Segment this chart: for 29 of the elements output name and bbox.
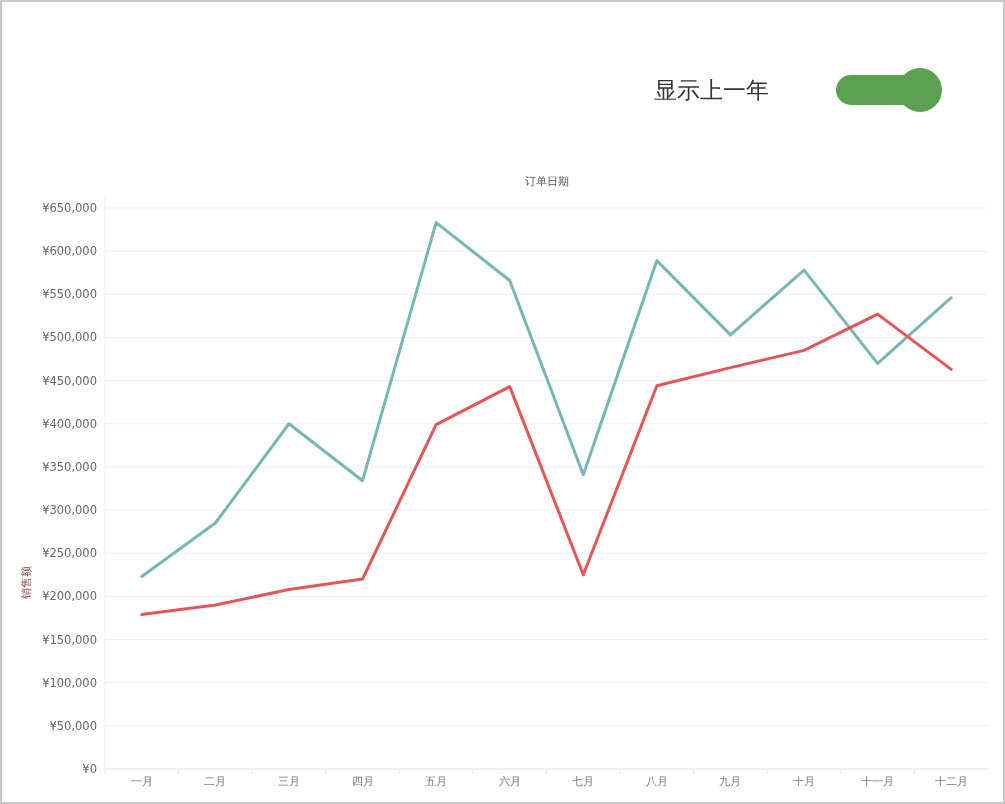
x-tick-label: 五月 [425, 774, 448, 788]
y-tick-label: ¥400,000 [42, 416, 97, 431]
x-tick-label: 三月 [277, 774, 300, 788]
y-tick-label: ¥550,000 [42, 287, 97, 302]
y-axis-title: 销售额 [20, 565, 33, 600]
x-tick-label: 二月 [204, 774, 227, 788]
x-tick-label: 十二月 [934, 774, 968, 788]
y-tick-label: ¥450,000 [42, 373, 97, 388]
y-tick-label: ¥500,000 [42, 330, 97, 345]
x-tick-label: 六月 [498, 774, 521, 788]
x-axis-title: 订单日期 [524, 175, 569, 188]
y-tick-label: ¥250,000 [42, 546, 97, 561]
y-tick-label: ¥300,000 [42, 503, 97, 518]
y-tick-label: ¥650,000 [42, 200, 97, 215]
x-tick-label: 八月 [645, 774, 668, 788]
y-tick-label: ¥350,000 [42, 459, 97, 474]
x-tick-label: 十月 [793, 774, 816, 788]
x-tick-label: 十一月 [861, 774, 895, 788]
y-tick-label: ¥50,000 [49, 718, 97, 733]
y-tick-label: ¥150,000 [42, 632, 97, 647]
y-tick-label: ¥0 [82, 762, 97, 776]
x-tick-label: 九月 [719, 774, 742, 788]
y-tick-label: ¥600,000 [42, 244, 97, 259]
x-tick-label: 七月 [572, 774, 595, 788]
y-tick-label: ¥100,000 [42, 675, 97, 690]
y-tick-label: ¥200,000 [42, 589, 97, 604]
text: 显示上一年 [653, 77, 769, 103]
x-tick-label: 四月 [351, 774, 374, 788]
x-tick-label: 一月 [130, 774, 153, 788]
